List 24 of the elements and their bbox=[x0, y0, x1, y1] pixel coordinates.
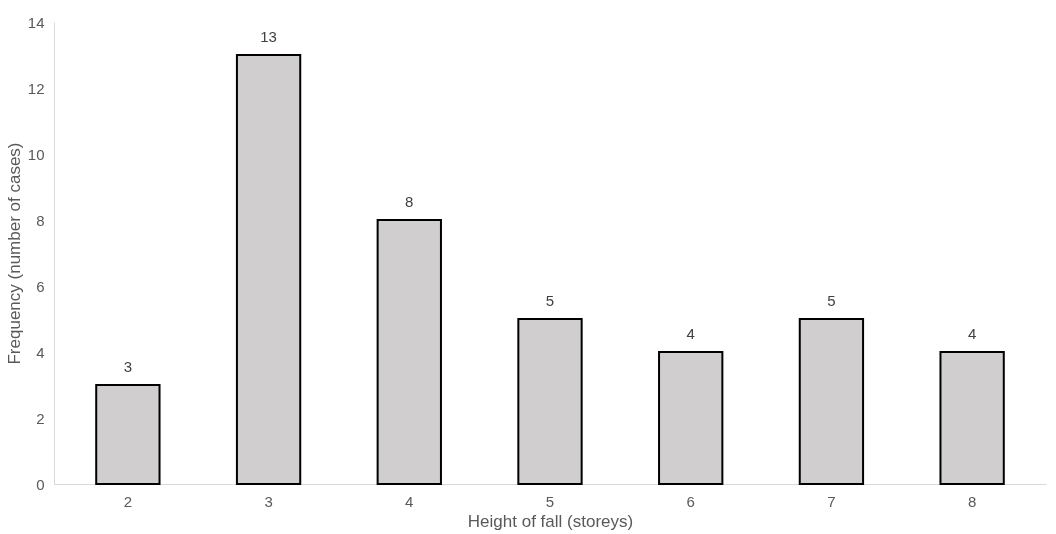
y-axis-title: Frequency (number of cases) bbox=[4, 142, 24, 365]
data-label: 8 bbox=[405, 193, 414, 210]
y-tick-label: 6 bbox=[36, 277, 45, 295]
x-axis-title: Height of fall (storeys) bbox=[467, 511, 634, 531]
y-tick-label: 14 bbox=[27, 13, 45, 31]
x-tick-label: 6 bbox=[686, 492, 695, 510]
data-label: 4 bbox=[967, 325, 977, 342]
x-tick-label: 5 bbox=[545, 492, 555, 510]
y-tick-label: 8 bbox=[36, 211, 45, 229]
x-tick-label: 8 bbox=[967, 492, 977, 510]
y-tick-label: 0 bbox=[36, 475, 45, 493]
y-tick-label: 10 bbox=[27, 145, 45, 163]
y-tick-label: 2 bbox=[36, 409, 45, 427]
x-tick-label: 2 bbox=[123, 492, 133, 510]
x-tick-label: 3 bbox=[264, 492, 273, 510]
x-tick-label: 4 bbox=[405, 492, 414, 510]
data-label: 3 bbox=[123, 358, 133, 375]
data-label: 4 bbox=[686, 325, 695, 342]
data-label: 5 bbox=[827, 292, 836, 309]
x-tick-label: 7 bbox=[827, 492, 836, 510]
data-label: 13 bbox=[260, 28, 277, 45]
data-label: 5 bbox=[545, 292, 555, 309]
y-tick-label: 4 bbox=[36, 343, 45, 361]
y-tick-label: 12 bbox=[27, 79, 45, 97]
